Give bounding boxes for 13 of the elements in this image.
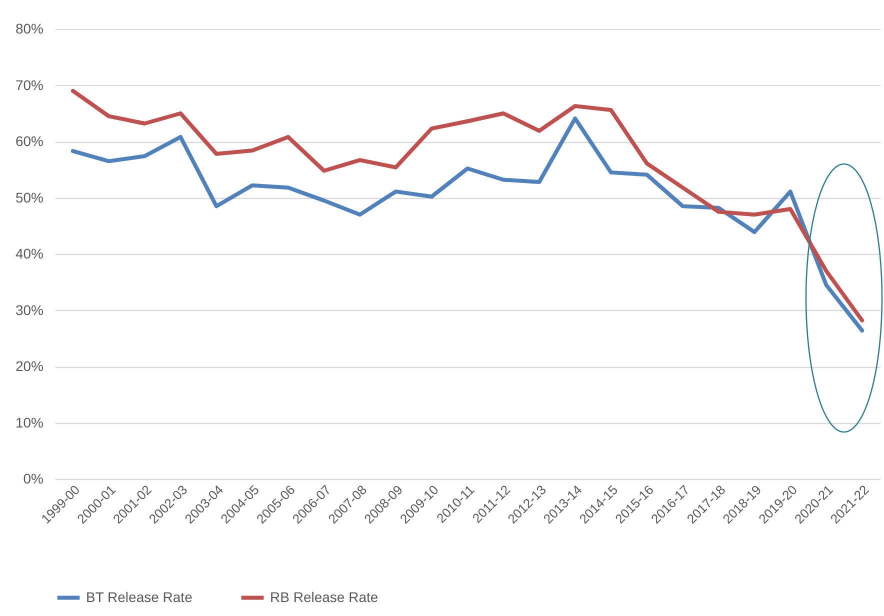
line-series xyxy=(70,88,864,322)
y-tick-label: 10% xyxy=(15,414,44,430)
legend-label: BT Release Rate xyxy=(86,588,193,605)
y-tick-label: 70% xyxy=(15,76,44,93)
y-tick-label: 60% xyxy=(15,133,44,149)
legend-label: RB Release Rate xyxy=(270,588,378,605)
y-tick-label: 30% xyxy=(15,302,44,318)
y-tick-label: 50% xyxy=(15,189,44,206)
y-tick-label: 80% xyxy=(15,20,44,36)
y-tick-label: 20% xyxy=(15,358,44,374)
y-tick-label: 40% xyxy=(15,246,44,262)
line-series xyxy=(70,116,864,332)
y-tick-label: 0% xyxy=(23,470,44,486)
